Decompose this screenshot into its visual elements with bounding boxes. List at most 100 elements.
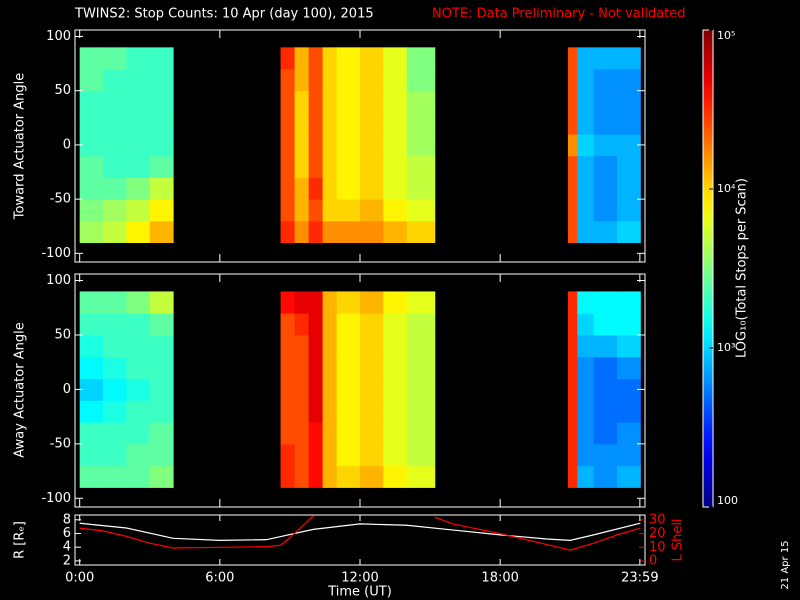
heatmap-cell bbox=[593, 155, 618, 178]
heatmap-cell bbox=[336, 199, 361, 222]
y-axis-title: Toward Actuator Angle bbox=[13, 73, 28, 220]
heatmap-cell bbox=[280, 220, 296, 243]
heatmap-cell bbox=[294, 199, 310, 222]
heatmap-cell bbox=[149, 465, 174, 488]
date-stamp: 21 Apr 15 bbox=[780, 540, 791, 589]
heatmap-cell bbox=[360, 334, 384, 358]
heatmap-cell bbox=[294, 69, 310, 92]
heatmap-cell bbox=[567, 400, 578, 423]
heatmap-cell bbox=[322, 400, 338, 423]
heatmap-cell bbox=[567, 112, 578, 135]
heatmap-cell bbox=[294, 465, 310, 488]
heatmap-cell bbox=[126, 465, 151, 488]
heatmap-cell bbox=[322, 443, 338, 467]
heatmap-cell bbox=[383, 313, 408, 336]
heatmap-cell bbox=[126, 199, 151, 222]
heatmap-cell bbox=[616, 177, 641, 200]
y2-tick-label: 20 bbox=[649, 526, 666, 541]
heatmap-cell bbox=[406, 400, 436, 423]
heatmap-cell bbox=[322, 220, 338, 243]
heatmap-cell bbox=[336, 90, 361, 113]
heatmap-cell bbox=[383, 199, 408, 222]
heatmap-cell bbox=[360, 47, 384, 70]
heatmap-cell bbox=[577, 291, 595, 314]
heatmap-cell bbox=[126, 47, 151, 70]
heatmap-cell bbox=[149, 47, 174, 70]
heatmap-cell bbox=[149, 69, 174, 92]
heatmap-cell bbox=[126, 134, 151, 157]
heatmap-cell bbox=[322, 69, 338, 92]
heatmap-cell bbox=[406, 220, 436, 243]
heatmap-cell bbox=[322, 112, 338, 135]
heatmap-cell bbox=[383, 90, 408, 113]
heatmap-cell bbox=[280, 400, 296, 423]
heatmap-cell bbox=[616, 112, 641, 135]
heatmap-cell bbox=[360, 313, 384, 336]
heatmap bbox=[79, 291, 641, 488]
heatmap-cell bbox=[406, 356, 436, 380]
heatmap-cell bbox=[567, 443, 578, 467]
heatmap-cell bbox=[360, 69, 384, 92]
y-tick-label: 0 bbox=[63, 137, 71, 152]
heatmap-cell bbox=[308, 155, 324, 178]
heatmap-cell bbox=[406, 443, 436, 467]
heatmap-cell bbox=[149, 313, 174, 336]
colorbar-title: LOG₁₀(Total Stops per Scan) bbox=[735, 178, 750, 358]
heatmap-cell bbox=[616, 443, 641, 467]
heatmap-cell bbox=[567, 69, 578, 92]
heatmap-cell bbox=[308, 134, 324, 157]
heatmap-cell bbox=[280, 112, 296, 135]
heatmap-cell bbox=[406, 69, 436, 92]
heatmap-cell bbox=[294, 334, 310, 358]
heatmap-cell bbox=[577, 112, 595, 135]
heatmap-cell bbox=[616, 291, 641, 314]
heatmap-cell bbox=[567, 291, 578, 314]
heatmap-cell bbox=[79, 112, 104, 135]
heatmap-cell bbox=[577, 400, 595, 423]
heatmap-cell bbox=[567, 422, 578, 445]
heatmap-cell bbox=[103, 378, 127, 401]
heatmap-cell bbox=[149, 291, 174, 314]
heatmap-cell bbox=[336, 220, 361, 243]
heatmap-cell bbox=[294, 356, 310, 380]
heatmap-cell bbox=[593, 291, 618, 314]
heatmap-cell bbox=[593, 90, 618, 113]
line bbox=[79, 522, 641, 541]
heatmap-cell bbox=[126, 90, 151, 113]
heatmap-cell bbox=[103, 47, 127, 70]
heatmap-cell bbox=[322, 356, 338, 380]
heatmap-cell bbox=[149, 155, 174, 178]
heatmap-cell bbox=[280, 313, 296, 336]
heatmap-cell bbox=[383, 334, 408, 358]
heatmap-cell bbox=[149, 134, 174, 157]
heatmap-cell bbox=[126, 155, 151, 178]
heatmap-cell bbox=[294, 177, 310, 200]
heatmap-cell bbox=[280, 465, 296, 488]
heatmap-cell bbox=[577, 220, 595, 243]
y-tick-label: 0 bbox=[63, 382, 71, 397]
heatmap-cell bbox=[567, 199, 578, 222]
heatmap-cell bbox=[79, 69, 104, 92]
heatmap-cell bbox=[616, 334, 641, 358]
heatmap-cell bbox=[103, 443, 127, 467]
heatmap-cell bbox=[406, 177, 436, 200]
heatmap-cell bbox=[308, 177, 324, 200]
heatmap-cell bbox=[103, 313, 127, 336]
heatmap-cell bbox=[79, 90, 104, 113]
heatmap-cell bbox=[79, 465, 104, 488]
heatmap-cell bbox=[567, 465, 578, 488]
heatmap-cell bbox=[280, 47, 296, 70]
y-tick-label: 8 bbox=[63, 512, 71, 527]
y-tick-label: 100 bbox=[46, 273, 71, 288]
heatmap-cell bbox=[383, 400, 408, 423]
heatmap-cell bbox=[294, 47, 310, 70]
y-tick-label: -50 bbox=[50, 436, 71, 451]
heatmap-cell bbox=[383, 112, 408, 135]
heatmap-cell bbox=[383, 356, 408, 380]
heatmap-cell bbox=[294, 291, 310, 314]
heatmap-cell bbox=[280, 177, 296, 200]
heatmap-cell bbox=[280, 443, 296, 467]
heatmap-cell bbox=[336, 69, 361, 92]
heatmap-cell bbox=[103, 199, 127, 222]
